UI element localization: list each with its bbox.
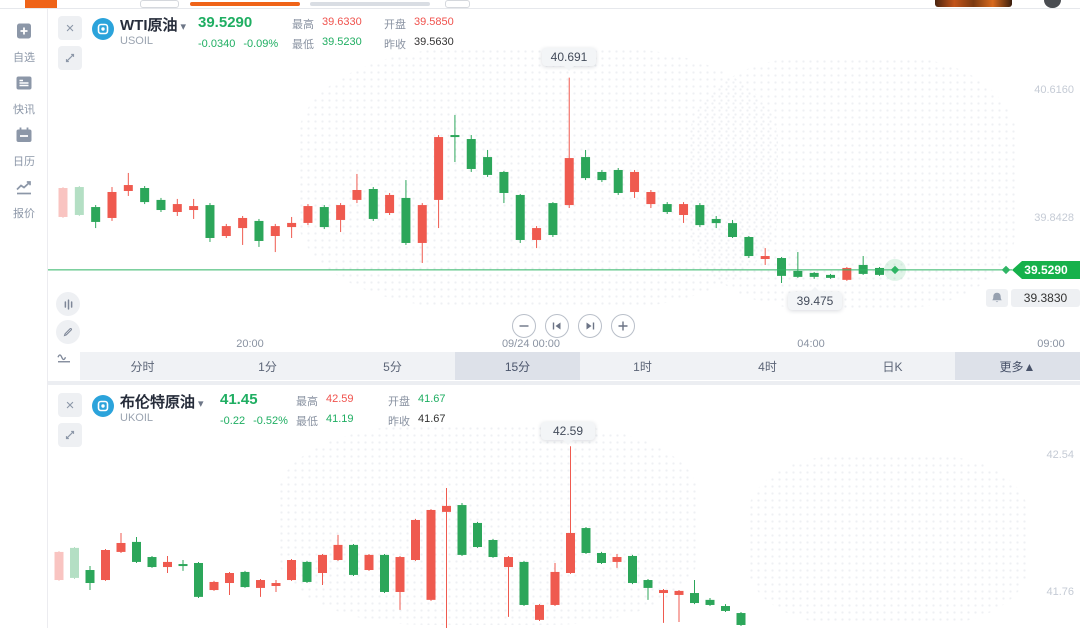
- bell-icon[interactable]: [986, 289, 1008, 307]
- stat-label: 最高: [296, 396, 318, 408]
- sidebar-item-4[interactable]: 报价: [0, 174, 48, 224]
- draw-pencil-icon[interactable]: [56, 320, 80, 344]
- zoom-in-icon[interactable]: [611, 314, 635, 338]
- stat-value: 39.6330: [322, 16, 362, 28]
- wti-candlestick-chart: [48, 77, 1012, 284]
- topbar-tab[interactable]: [310, 2, 430, 6]
- timeframe-bar: 分时 1分 5分 15分 1时 4时 日K 更多▲: [80, 352, 1080, 380]
- time-axis-label: 09:00: [1037, 338, 1065, 350]
- panel-divider: [48, 381, 1080, 385]
- stat-label: 最高: [292, 19, 314, 31]
- calendar-icon: [14, 125, 34, 150]
- price-axis-label: 39.8428: [1034, 212, 1074, 224]
- stat-value: 39.5630: [414, 36, 454, 48]
- user-avatar[interactable]: [1044, 0, 1061, 8]
- sidebar-item-1[interactable]: 自选: [0, 18, 48, 68]
- symbol-code: UKOIL: [120, 412, 154, 424]
- stat-label: 开盘: [388, 396, 410, 408]
- stat-label: 昨收: [388, 416, 410, 428]
- ohlc-stats: 最高 39.6330 开盘 39.5850 最低 39.5230 昨收 39.5630: [292, 16, 468, 52]
- sidebar-item-label: 自选: [13, 52, 35, 64]
- change-value: -0.0340: [198, 38, 236, 50]
- expand-icon[interactable]: [58, 423, 82, 447]
- stat-value: 39.5230: [322, 36, 362, 48]
- chart-panel-brent: × 布伦特原油 ▾ UKOIL 41.45 -0.22 -0.52% 最高 42.59…: [48, 385, 1080, 628]
- expand-icon[interactable]: [58, 46, 82, 70]
- alert-price[interactable]: 39.3830: [1011, 289, 1080, 307]
- topbar-button[interactable]: [140, 0, 179, 8]
- chart-type-icon[interactable]: [56, 292, 80, 316]
- timeframe-8[interactable]: 更多▲: [955, 352, 1080, 380]
- close-icon[interactable]: ×: [58, 16, 82, 40]
- topbar-button-small[interactable]: [445, 0, 470, 8]
- stat-value: 39.5850: [414, 16, 454, 28]
- price-change: -0.22 -0.52%: [220, 415, 296, 427]
- left-sidebar: 自选 快讯 日历 报价: [0, 8, 48, 628]
- timeframe-3[interactable]: 5分: [383, 359, 402, 374]
- value-tooltip-high: 40.691: [542, 48, 596, 71]
- world-map-dots: [278, 425, 698, 625]
- symbol-dropdown[interactable]: 布伦特原油 ▾: [120, 391, 204, 412]
- symbol-badge-icon: [92, 395, 114, 417]
- timeframe-2[interactable]: 1分: [258, 359, 277, 374]
- symbol-name: WTI原油: [120, 17, 178, 34]
- stat-label: 昨收: [384, 39, 406, 51]
- timeframe-6[interactable]: 4时: [758, 359, 777, 374]
- indicator-wave-icon[interactable]: [52, 346, 76, 370]
- symbol-badge-icon: [92, 18, 114, 40]
- timeframe-5[interactable]: 1时: [633, 359, 652, 374]
- skip-start-icon[interactable]: [545, 314, 569, 338]
- current-price-tag: 39.5290: [1012, 261, 1080, 279]
- stat-value: 41.19: [326, 413, 354, 425]
- change-percent: -0.09%: [243, 38, 279, 50]
- timeframe-7[interactable]: 日K: [882, 359, 903, 374]
- topbar-active-tab[interactable]: [190, 2, 300, 6]
- skip-end-icon[interactable]: [578, 314, 602, 338]
- value-tooltip-high: 42.59: [541, 422, 595, 445]
- sidebar-item-label: 快讯: [13, 104, 35, 116]
- world-map-dots: [688, 58, 1018, 308]
- world-map-dots: [748, 455, 1028, 625]
- price-axis-label: 42.54: [1046, 449, 1074, 461]
- timeframe-1[interactable]: 分时: [130, 359, 155, 374]
- stat-value: 41.67: [418, 393, 446, 405]
- price-axis-label: 40.6160: [1034, 84, 1074, 96]
- chart-panel-wti: × WTI原油 ▾ USOIL 39.5290 -0.0340 -0.09% 最高 3…: [48, 8, 1080, 381]
- top-bar: [0, 0, 1080, 9]
- last-price: 41.45: [220, 391, 258, 408]
- brent-candlestick-chart: [54, 446, 746, 628]
- stat-value: 41.67: [418, 413, 446, 425]
- app-logo: [25, 0, 57, 8]
- symbol-code: USOIL: [120, 35, 154, 47]
- stat-label: 最低: [292, 39, 314, 51]
- time-axis-label: 09/24 00:00: [501, 338, 561, 350]
- quotes-trend-icon: [14, 177, 34, 202]
- caret-down-icon: ▾: [180, 21, 187, 33]
- sidebar-item-3[interactable]: 日历: [0, 122, 48, 172]
- sidebar-item-2[interactable]: 快讯: [0, 70, 48, 120]
- symbol-dropdown[interactable]: WTI原油 ▾: [120, 14, 186, 35]
- last-price: 39.5290: [198, 14, 253, 31]
- stat-label: 最低: [296, 416, 318, 428]
- bookmark-plus-icon: [14, 21, 34, 46]
- price-change: -0.0340 -0.09%: [198, 38, 286, 50]
- news-icon: [14, 73, 34, 98]
- change-value: -0.22: [220, 415, 246, 427]
- time-axis-label: 20:00: [236, 338, 264, 350]
- sidebar-item-label: 报价: [13, 208, 35, 220]
- symbol-name: 布伦特原油: [120, 394, 196, 411]
- stat-label: 开盘: [384, 19, 406, 31]
- stat-value: 42.59: [326, 393, 354, 405]
- timeframe-4[interactable]: 15分: [455, 352, 580, 380]
- change-percent: -0.52%: [253, 415, 288, 427]
- ohlc-stats: 最高 42.59 开盘 41.67 最低 41.19 昨收 41.67: [296, 393, 472, 429]
- time-axis-label: 04:00: [797, 338, 825, 350]
- price-axis-label: 41.76: [1046, 586, 1074, 598]
- close-icon[interactable]: ×: [58, 393, 82, 417]
- zoom-out-icon[interactable]: [512, 314, 536, 338]
- caret-down-icon: ▾: [198, 398, 204, 410]
- promo-banner[interactable]: [935, 0, 1012, 7]
- value-tooltip-low: 39.475: [788, 287, 842, 310]
- sidebar-item-label: 日历: [13, 156, 35, 168]
